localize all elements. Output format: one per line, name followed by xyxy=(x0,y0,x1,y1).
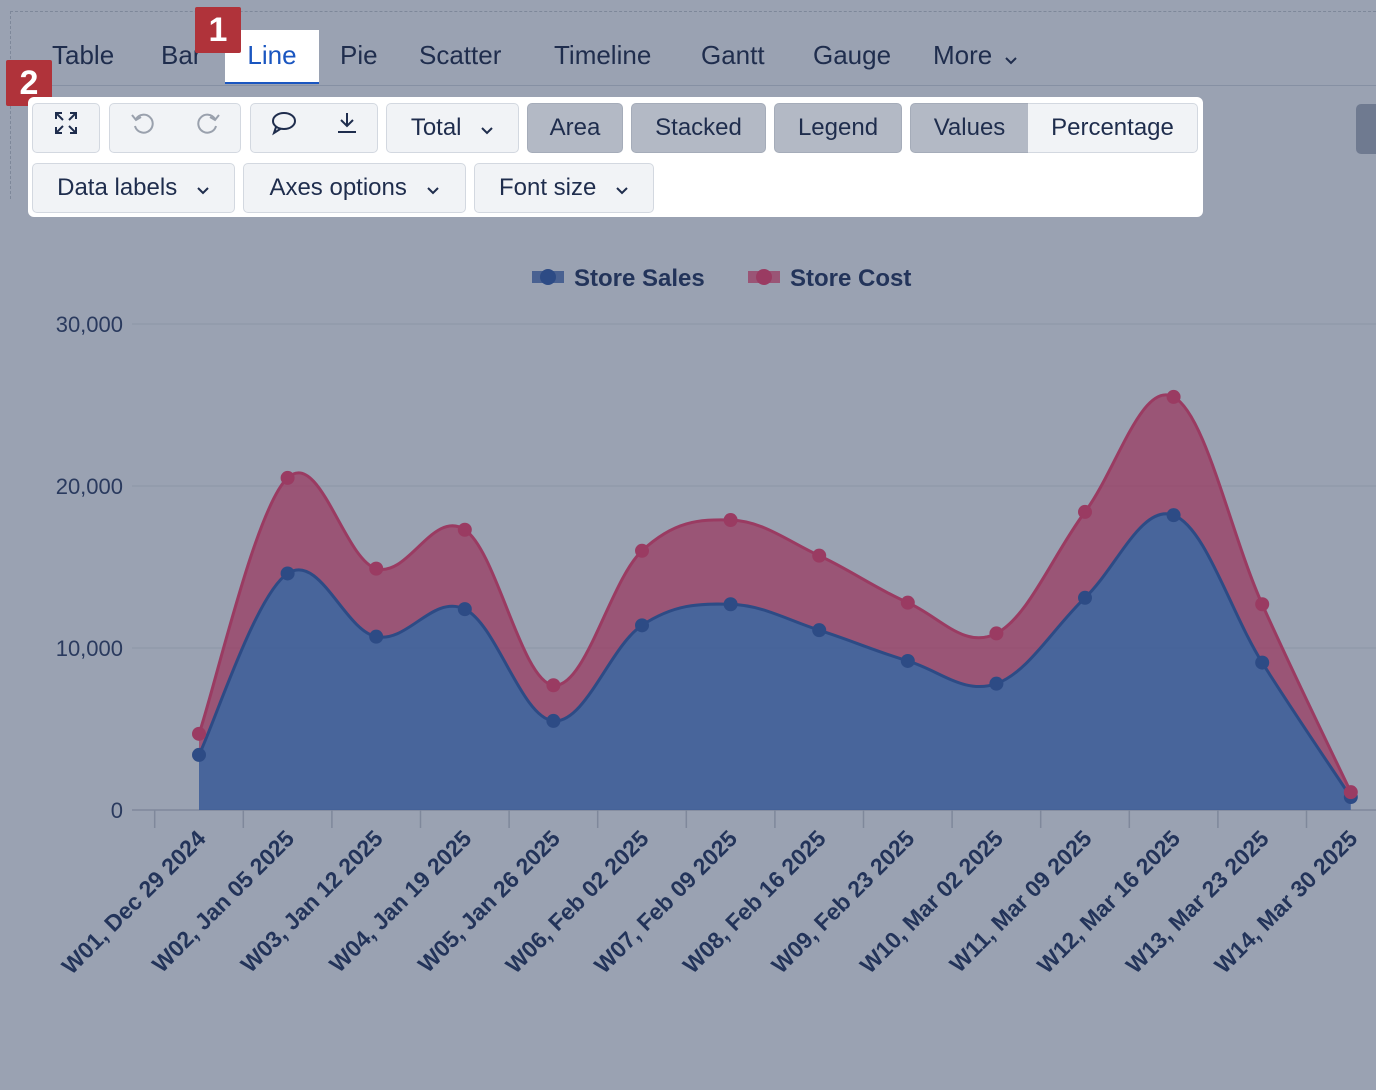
y-tick-label: 0 xyxy=(111,798,123,823)
chevron-down-icon xyxy=(196,165,210,213)
axes-options-label: Axes options xyxy=(269,174,407,201)
total-dropdown-label: Total xyxy=(410,114,462,141)
legend-toggle[interactable]: Legend xyxy=(774,103,902,153)
total-dropdown[interactable]: Total xyxy=(386,103,519,153)
font-size-label: Font size xyxy=(498,174,597,201)
tab-table[interactable]: Table xyxy=(52,40,115,70)
store-sales-point xyxy=(989,676,1004,691)
y-tick-label: 30,000 xyxy=(56,312,123,337)
chevron-down-icon xyxy=(615,165,629,213)
chart-type-tabs: Table Bar Line Pie Scatter Timeline Gant… xyxy=(30,30,1376,86)
store-cost-point xyxy=(1078,504,1092,519)
store-cost-point xyxy=(457,522,472,537)
redo-button[interactable] xyxy=(175,103,241,153)
store-sales-point xyxy=(457,602,472,617)
legend-label: Store Sales xyxy=(574,265,705,292)
expand-icon xyxy=(53,105,79,153)
side-panel-handle[interactable] xyxy=(1356,104,1376,154)
store-cost-area xyxy=(199,394,1351,798)
legend-marker xyxy=(756,269,772,285)
chart-area: 0 10,000 20,000 30,000 W01, Dec 29 2024 W02, … xyxy=(0,230,1376,1090)
tab-more-label: More xyxy=(933,40,993,70)
axes-options-dropdown[interactable]: Axes options xyxy=(243,163,466,213)
legend-label: Store Cost xyxy=(790,265,911,292)
store-sales-point xyxy=(635,618,649,633)
store-sales-point xyxy=(812,623,827,638)
expand-button[interactable] xyxy=(32,103,100,153)
store-cost-point xyxy=(635,543,649,558)
store-sales-point xyxy=(1078,590,1092,605)
store-cost-point xyxy=(546,678,561,693)
store-cost-point xyxy=(1255,597,1270,612)
tab-more[interactable]: More xyxy=(913,30,1038,84)
undo-button[interactable] xyxy=(109,103,176,153)
store-sales-point xyxy=(280,566,295,581)
annotation-badge-2: 2 xyxy=(6,60,52,106)
store-sales-point xyxy=(723,597,738,612)
store-sales-point xyxy=(900,653,915,668)
tab-gauge[interactable]: Gauge xyxy=(813,40,892,70)
tab-timeline[interactable]: Timeline xyxy=(554,40,652,70)
x-tick-label: W01, Dec 29 2024 xyxy=(57,825,211,979)
stacked-toggle[interactable]: Stacked xyxy=(631,103,766,153)
y-tick-label: 10,000 xyxy=(56,636,123,661)
store-cost-point xyxy=(369,561,384,576)
download-button[interactable] xyxy=(316,103,378,153)
legend-marker xyxy=(540,269,556,285)
tab-gantt[interactable]: Gantt xyxy=(701,40,765,70)
percentage-toggle[interactable]: Percentage xyxy=(1028,103,1198,153)
tab-line[interactable]: Line xyxy=(225,30,319,84)
store-cost-point xyxy=(989,626,1004,641)
annotation-badge-1: 1 xyxy=(195,7,241,53)
chevron-down-icon xyxy=(480,105,494,153)
tab-bar[interactable]: Bar xyxy=(161,40,202,70)
store-sales-point xyxy=(1255,655,1270,670)
store-cost-point xyxy=(723,513,738,528)
y-tick-label: 20,000 xyxy=(56,474,123,499)
store-cost-point xyxy=(812,548,827,563)
redo-icon xyxy=(195,105,221,153)
tab-scatter[interactable]: Scatter xyxy=(419,40,502,70)
tab-pie[interactable]: Pie xyxy=(340,40,378,70)
font-size-dropdown[interactable]: Font size xyxy=(474,163,654,213)
store-sales-point xyxy=(1166,508,1181,523)
chevron-down-icon xyxy=(426,165,440,213)
comment-icon xyxy=(270,105,298,153)
download-icon xyxy=(335,105,359,153)
comment-button[interactable] xyxy=(250,103,317,153)
data-labels-dropdown[interactable]: Data labels xyxy=(32,163,235,213)
area-toggle[interactable]: Area xyxy=(527,103,623,153)
store-cost-point xyxy=(900,595,915,610)
store-sales-point xyxy=(192,747,206,762)
chevron-down-icon xyxy=(1004,32,1018,82)
store-sales-area xyxy=(199,513,1351,810)
values-toggle[interactable]: Values xyxy=(910,103,1029,153)
store-sales-point xyxy=(369,629,384,644)
store-sales-point xyxy=(546,713,561,728)
store-cost-point xyxy=(192,726,206,741)
store-cost-point xyxy=(280,470,295,485)
chart-toolbar: Total Area Stacked Legend Values Percent… xyxy=(28,97,1203,217)
store-cost-point xyxy=(1166,389,1181,404)
data-labels-label: Data labels xyxy=(57,174,178,201)
store-cost-point xyxy=(1343,785,1358,800)
undo-icon xyxy=(130,105,156,153)
